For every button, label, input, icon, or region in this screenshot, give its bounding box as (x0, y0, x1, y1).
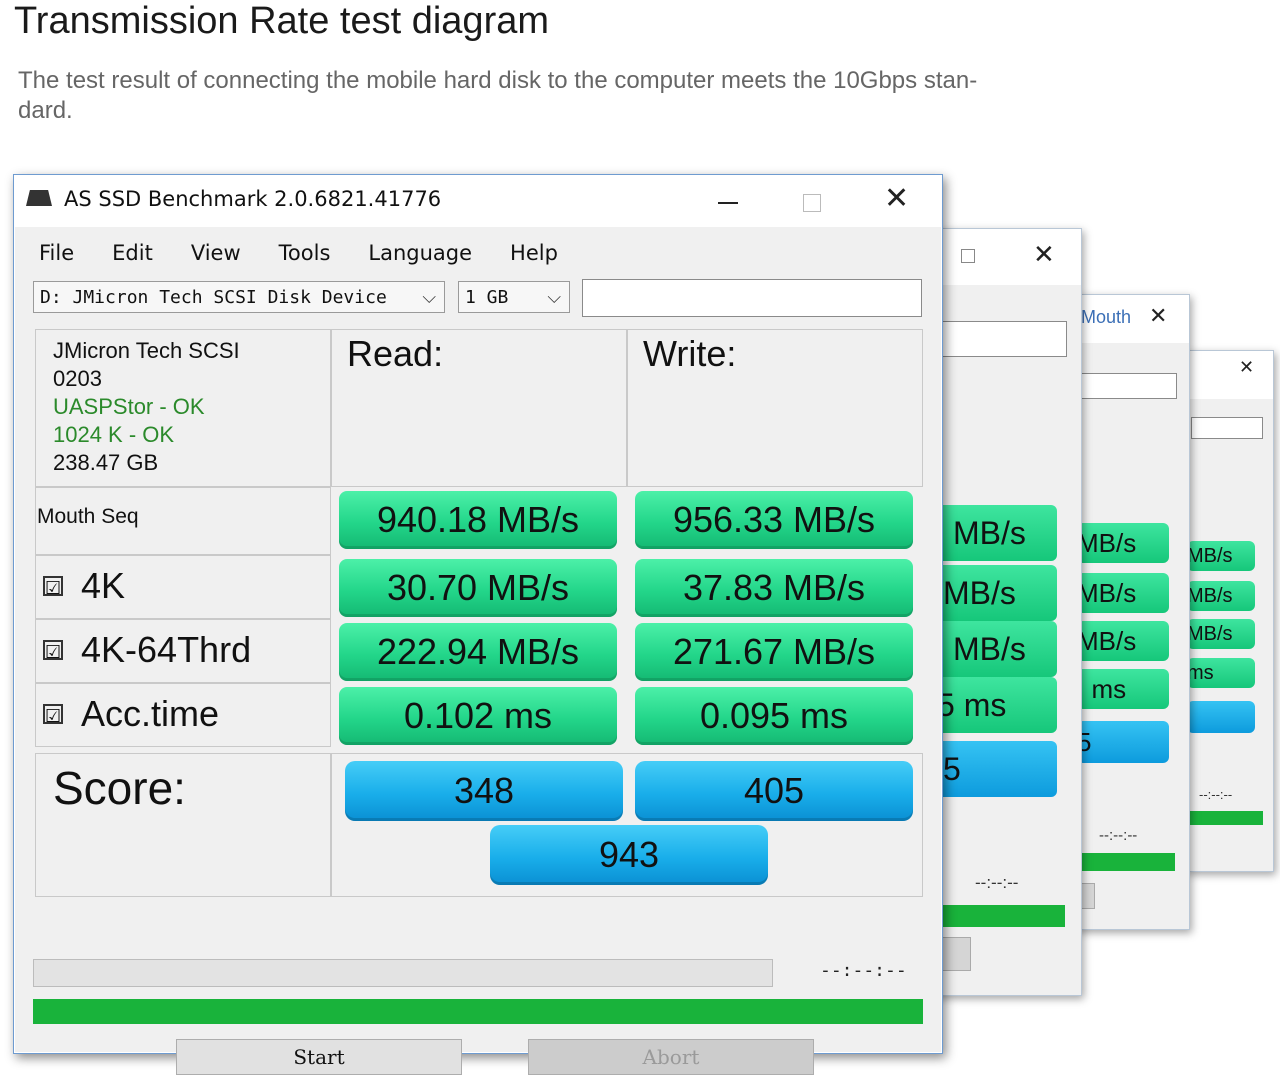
progress-bar-empty (33, 959, 773, 987)
acc-write-value: 0.095 ms (635, 687, 913, 745)
score-label: Score: (53, 762, 186, 814)
bg3-time: --:--:-- (1199, 787, 1233, 802)
row-label-acc-text: Acc.time (81, 693, 220, 734)
bg1-time: --:--:-- (975, 873, 1019, 892)
4k64-write-value: 271.67 MB/s (635, 623, 913, 681)
write-header: Write: (643, 333, 737, 374)
abort-button[interactable]: Abort (528, 1039, 814, 1075)
menu-language[interactable]: Language (368, 241, 473, 265)
page-title: Transmission Rate test diagram (14, 0, 550, 42)
background-window-3[interactable]: ✕ MB/s MB/s MB/s ms --:--:-- (1186, 350, 1274, 872)
score-write: 405 (635, 761, 913, 821)
row-label-seq: Mouth Seq (37, 505, 139, 528)
row-label-4k64: ☑ 4K-64Thrd (43, 629, 251, 671)
bg1-result-1: MB/s (937, 505, 1057, 561)
bg1-progress (937, 905, 1065, 927)
score-read: 348 (345, 761, 623, 821)
drive-name: JMicron Tech SCSI (53, 338, 240, 363)
menu-edit[interactable]: Edit (112, 241, 153, 265)
drive-icon (26, 190, 52, 206)
size-select-value: 1 GB (465, 287, 509, 308)
bg3-result-4: ms (1187, 658, 1255, 688)
menu-view[interactable]: View (190, 241, 241, 265)
read-header: Read: (347, 333, 444, 374)
checkbox-4k64[interactable]: ☑ (43, 640, 63, 662)
4k64-read-value: 222.94 MB/s (339, 623, 617, 681)
seq-read-value: 940.18 MB/s (339, 491, 617, 549)
drive-info: JMicron Tech SCSI 0203 UASPStor - OK 102… (53, 337, 240, 477)
as-ssd-window[interactable]: AS SSD Benchmark 2.0.6821.41776 ✕ File E… (13, 174, 943, 1075)
bg1-result-2: MB/s (937, 565, 1057, 621)
bg1-score: 5 (937, 741, 1057, 797)
menu-file[interactable]: File (39, 241, 75, 265)
row-label-4k-text: 4K (81, 565, 126, 606)
start-button[interactable]: Start (176, 1039, 462, 1075)
alignment-status: 1024 K - OK (53, 422, 175, 447)
checkbox-acc[interactable]: ☑ (43, 704, 63, 726)
bg3-score (1187, 701, 1255, 733)
drive-select-value: D: JMicron Tech SCSI Disk Device (40, 287, 387, 308)
close-icon[interactable]: ✕ (1239, 357, 1255, 377)
minimize-icon[interactable] (718, 202, 738, 204)
drive-select[interactable]: D: JMicron Tech SCSI Disk Device ⌵ (33, 281, 445, 313)
close-icon[interactable]: ✕ (1149, 303, 1168, 328)
row-label-4k64-text: 4K-64Thrd (81, 629, 252, 670)
seq-write-value: 956.33 MB/s (635, 491, 913, 549)
close-icon[interactable]: ✕ (884, 181, 910, 216)
chevron-down-icon: ⌵ (547, 287, 561, 308)
score-total: 943 (490, 825, 768, 885)
row-label-4k: ☑ 4K (43, 565, 125, 607)
bg3-progress (1187, 811, 1263, 825)
bg2-tab-label: Mouth (1081, 307, 1132, 327)
4k-read-value: 30.70 MB/s (339, 559, 617, 617)
drive-firmware: 0203 (53, 366, 102, 391)
maximize-icon[interactable] (961, 249, 975, 263)
window-client-area: File Edit View Tools Language Help D: JM… (15, 227, 941, 1075)
menu-help[interactable]: Help (510, 241, 558, 265)
bg2-result-2: MB/s (1077, 573, 1169, 613)
elapsed-time: --:--:-- (820, 960, 907, 981)
background-window-1[interactable]: ✕ MB/s MB/s MB/s 5 ms 5 --:--:-- (936, 228, 1082, 996)
chevron-down-icon: ⌵ (422, 287, 436, 308)
acc-read-value: 0.102 ms (339, 687, 617, 745)
bg2-result-1: MB/s (1077, 523, 1169, 563)
4k-write-value: 37.83 MB/s (635, 559, 913, 617)
page-subtitle: The test result of connecting the mobile… (18, 67, 978, 124)
bg3-result-1: MB/s (1187, 541, 1255, 571)
bg2-progress (1077, 853, 1175, 871)
bg3-result-2: MB/s (1187, 581, 1255, 611)
window-title: AS SSD Benchmark 2.0.6821.41776 (64, 187, 442, 211)
close-icon[interactable]: ✕ (1033, 239, 1055, 269)
drive-capacity: 238.47 GB (53, 450, 159, 475)
menu-tools[interactable]: Tools (278, 241, 331, 265)
bg3-result-3: MB/s (1187, 619, 1255, 649)
bg2-score: 5 (1077, 721, 1169, 763)
background-window-2[interactable]: Mouth ✕ MB/s MB/s MB/s ms 5 --:--:-- (1076, 294, 1190, 930)
size-select[interactable]: 1 GB ⌵ (458, 281, 570, 313)
menu-bar: File Edit View Tools Language Help (39, 241, 596, 265)
bg2-time: --:--:-- (1099, 827, 1138, 844)
status-field[interactable] (582, 279, 922, 317)
maximize-icon[interactable] (803, 194, 821, 212)
bg1-result-3: MB/s (937, 621, 1057, 677)
bg1-result-4: 5 ms (937, 677, 1057, 733)
progress-bar-complete (33, 999, 923, 1024)
row-label-acc: ☑ Acc.time (43, 693, 219, 735)
driver-status: UASPStor - OK (53, 394, 205, 419)
bg2-result-4: ms (1077, 669, 1169, 709)
bg2-result-3: MB/s (1077, 621, 1169, 661)
checkbox-4k[interactable]: ☑ (43, 576, 63, 598)
